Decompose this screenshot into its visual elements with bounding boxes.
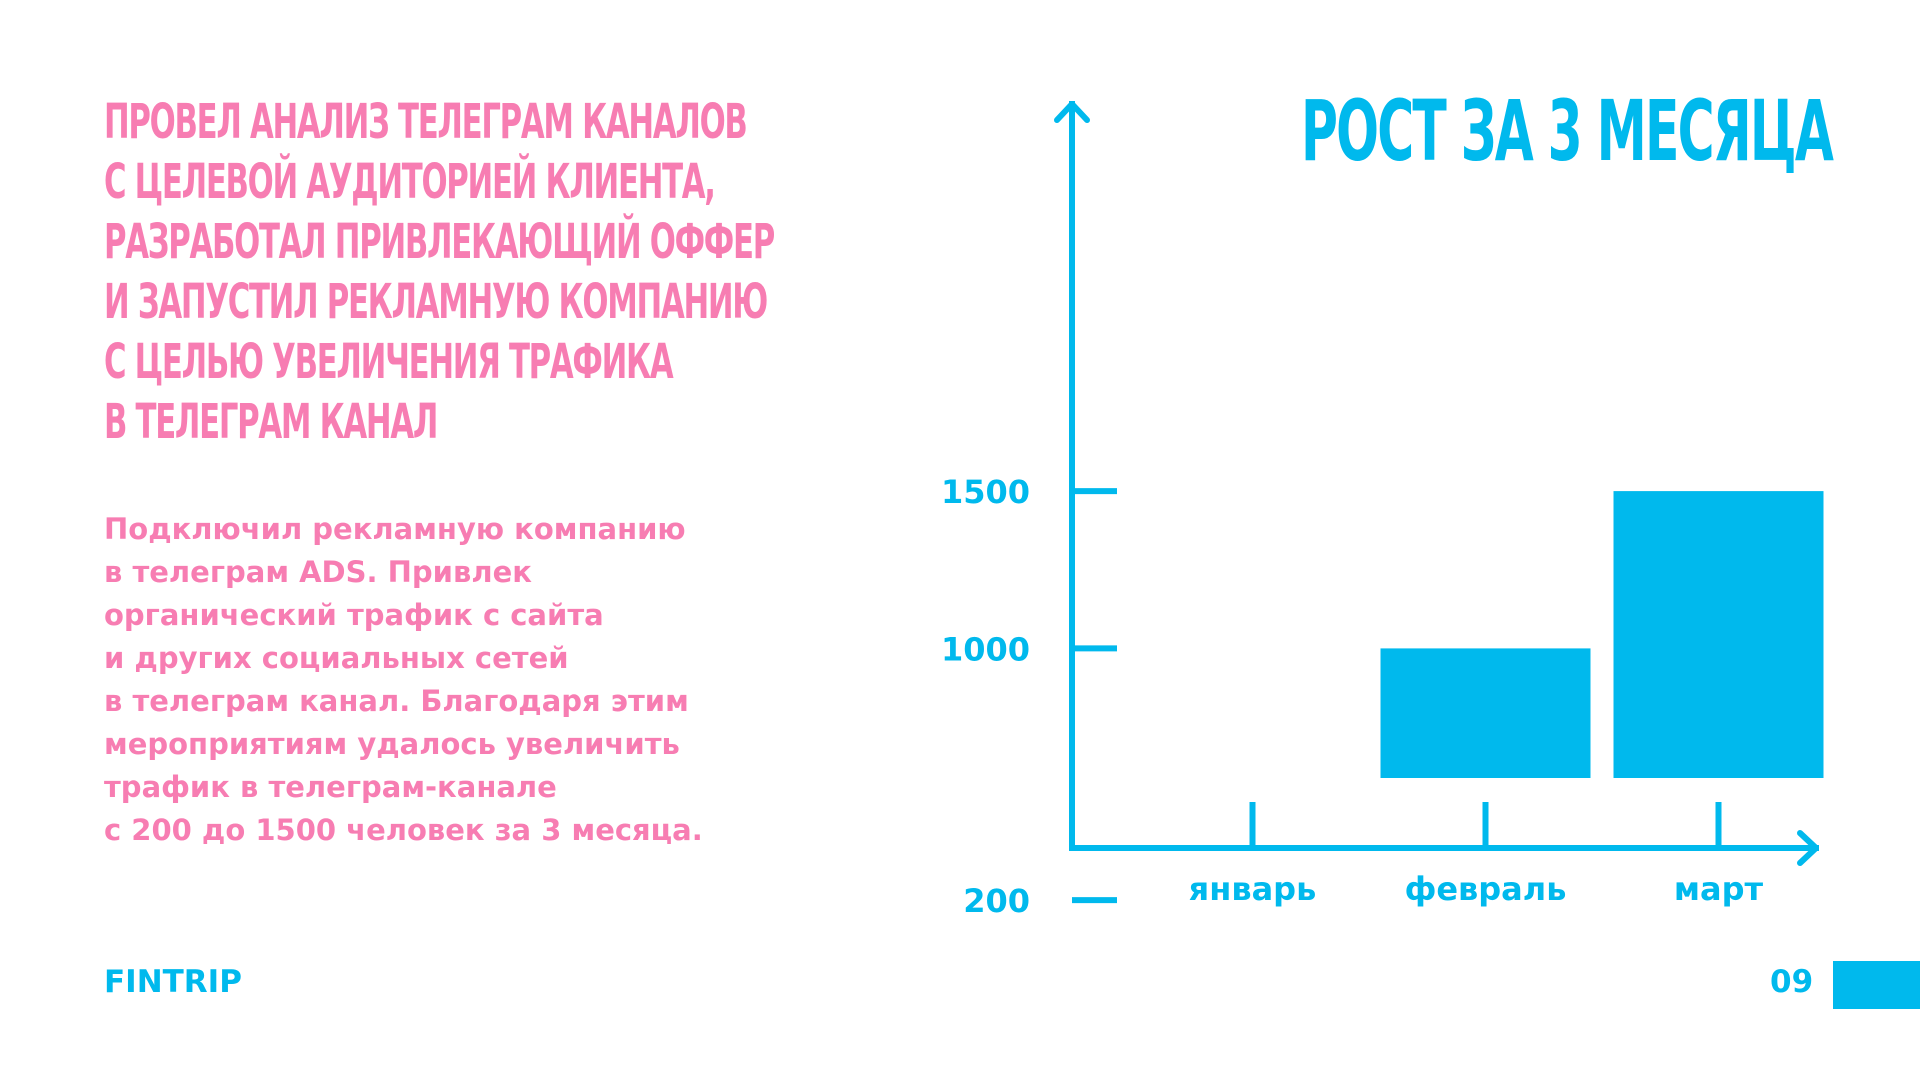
headline-line: С ЦЕЛЬЮ УВЕЛИЧЕНИЯ ТРАФИКА [104,334,674,390]
description-line: Подключил рекламную компанию [104,512,686,546]
x-axis-arrow-icon [1797,830,1819,866]
y-axis-arrow-icon [1054,101,1090,123]
chart-bars [1380,491,1824,778]
page-tab-marker [1833,961,1920,1009]
description-line: и других социальных сетей [104,641,569,675]
description-line: трафик в телеграм-канале [104,770,557,804]
chart-labels: 200 1000 1500 январь февраль март [941,473,1764,920]
x-tick-label: март [1674,870,1764,908]
description-line: мероприятиям удалось увеличить [104,727,680,761]
y-tick-label: 1000 [941,630,1030,668]
page-number: 09 [1770,964,1814,1000]
x-tick-label: январь [1189,870,1317,908]
description-text: Подключил рекламную компанию в телеграм … [104,508,804,852]
description-line: органический трафик с сайта [104,598,604,632]
description-line: с 200 до 1500 человек за 3 месяца. [104,813,703,847]
y-tick-label: 200 [963,882,1030,920]
brand-logo-text: FINTRIP [104,964,242,1000]
bar [1613,491,1824,778]
chart-title: РОСТ ЗА 3 МЕСЯЦА [1300,82,1834,180]
headline-line: В ТЕЛЕГРАМ КАНАЛ [104,394,438,450]
y-tick-label: 1500 [941,473,1030,511]
description-line: в телеграм ADS. Привлек [104,555,532,589]
description-line: в телеграм канал. Благодаря этим [104,684,689,718]
x-tick-label: февраль [1405,870,1567,908]
chart-axes [1054,101,1819,904]
bar [1380,648,1591,778]
